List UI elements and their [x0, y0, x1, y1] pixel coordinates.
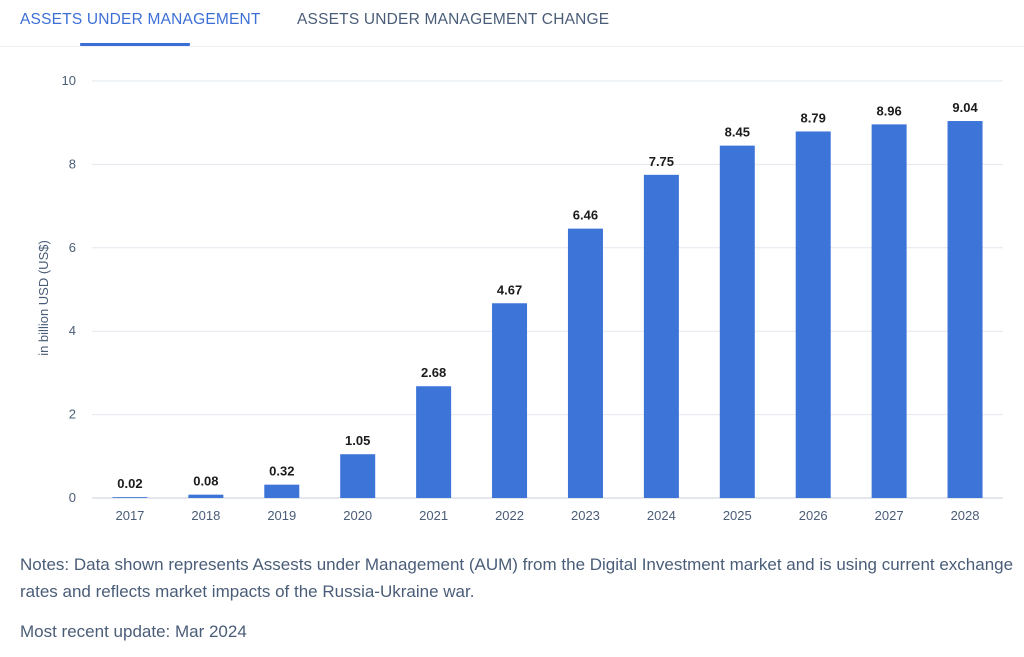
y-tick-label: 0 — [69, 490, 76, 505]
chart-notes: Notes: Data shown represents Assests und… — [20, 555, 1014, 601]
x-tick-label: 2023 — [571, 508, 600, 523]
y-tick-label: 6 — [69, 240, 76, 255]
bar[interactable] — [112, 497, 148, 498]
y-tick-label: 4 — [69, 323, 76, 338]
tab-assets-under-management[interactable]: ASSETS UNDER MANAGEMENT — [20, 11, 261, 28]
x-tick-label: 2024 — [647, 508, 676, 523]
data-label: 8.96 — [876, 103, 901, 118]
data-label: 8.45 — [725, 125, 750, 140]
bar[interactable] — [795, 131, 831, 498]
bars — [112, 121, 983, 499]
bar[interactable] — [871, 124, 907, 499]
y-tick-label: 8 — [69, 156, 76, 171]
y-tick-label: 10 — [62, 73, 76, 88]
data-label: 0.02 — [117, 476, 142, 491]
bar-chart: 0.02 0.08 0.32 1.05 2.68 4.67 6.46 7.75 8.45 8.79… — [36, 73, 1003, 523]
value-labels: 0.02 0.08 0.32 1.05 2.68 4.67 6.46 7.75 8.45 8.79… — [117, 100, 978, 491]
x-tick-label: 2020 — [343, 508, 372, 523]
y-axis-label: in billion USD (US$) — [36, 240, 51, 356]
bar[interactable] — [947, 121, 983, 499]
bar[interactable] — [643, 174, 679, 498]
bar[interactable] — [492, 303, 528, 498]
data-label: 0.32 — [269, 464, 294, 479]
bar[interactable] — [719, 145, 755, 498]
bar[interactable] — [567, 228, 603, 499]
x-tick-label: 2019 — [267, 508, 296, 523]
x-tick-label: 2025 — [723, 508, 752, 523]
data-label: 8.79 — [801, 110, 826, 125]
gridlines — [92, 80, 1003, 499]
active-tab-indicator — [80, 43, 190, 46]
data-label: 9.04 — [952, 100, 978, 115]
tab-bar: ASSETS UNDER MANAGEMENT ASSETS UNDER MAN… — [0, 0, 1024, 47]
x-tick-label: 2027 — [875, 508, 904, 523]
bar[interactable] — [340, 454, 376, 498]
data-label: 7.75 — [649, 154, 674, 169]
data-label: 0.08 — [193, 474, 218, 489]
data-label: 6.46 — [573, 208, 598, 223]
tab-assets-under-management-change[interactable]: ASSETS UNDER MANAGEMENT CHANGE — [297, 11, 610, 28]
last-update: Most recent update: Mar 2024 — [20, 622, 247, 641]
y-tick-label: 2 — [69, 407, 76, 422]
x-tick-label: 2022 — [495, 508, 524, 523]
bar[interactable] — [416, 386, 452, 498]
x-tick-label: 2018 — [191, 508, 220, 523]
bar[interactable] — [264, 484, 300, 498]
data-label: 1.05 — [345, 433, 370, 448]
data-label: 2.68 — [421, 365, 446, 380]
bar[interactable] — [188, 494, 224, 498]
x-tick-label: 2021 — [419, 508, 448, 523]
x-tick-label: 2026 — [799, 508, 828, 523]
axes: 0 2 4 6 8 10 2017 2018 2019 2020 2021 2022 2023 2024 2… — [62, 73, 980, 523]
x-tick-label: 2028 — [951, 508, 980, 523]
data-label: 4.67 — [497, 282, 522, 297]
x-tick-label: 2017 — [115, 508, 144, 523]
